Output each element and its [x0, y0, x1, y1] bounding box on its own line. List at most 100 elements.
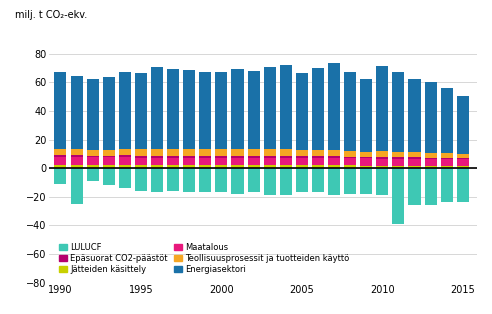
Bar: [344, 151, 356, 157]
Bar: [360, 157, 372, 159]
Bar: [103, 168, 115, 185]
Bar: [215, 156, 227, 158]
Bar: [87, 79, 99, 150]
Bar: [215, 72, 227, 149]
Bar: [247, 149, 260, 156]
Bar: [103, 150, 115, 155]
Bar: [328, 165, 340, 168]
Bar: [296, 158, 308, 165]
Bar: [264, 168, 276, 195]
Bar: [183, 165, 195, 168]
Bar: [392, 166, 404, 168]
Bar: [425, 159, 436, 166]
Bar: [55, 72, 66, 149]
Bar: [457, 154, 469, 158]
Bar: [344, 158, 356, 165]
Bar: [103, 157, 115, 165]
Bar: [103, 165, 115, 168]
Bar: [280, 149, 292, 156]
Bar: [183, 70, 195, 149]
Bar: [215, 165, 227, 168]
Bar: [199, 165, 212, 168]
Bar: [167, 69, 179, 149]
Bar: [376, 166, 388, 168]
Bar: [425, 158, 436, 159]
Bar: [151, 155, 163, 158]
Bar: [70, 76, 83, 149]
Bar: [151, 158, 163, 165]
Bar: [425, 153, 436, 158]
Bar: [87, 157, 99, 165]
Bar: [360, 168, 372, 194]
Bar: [199, 149, 212, 156]
Bar: [408, 159, 421, 166]
Bar: [441, 166, 453, 168]
Bar: [167, 158, 179, 165]
Bar: [183, 158, 195, 165]
Bar: [70, 157, 83, 165]
Bar: [199, 158, 212, 165]
Bar: [264, 67, 276, 149]
Bar: [70, 168, 83, 204]
Bar: [183, 155, 195, 158]
Bar: [103, 77, 115, 150]
Text: milj. t CO₂-ekv.: milj. t CO₂-ekv.: [15, 10, 87, 20]
Bar: [441, 88, 453, 153]
Bar: [360, 152, 372, 157]
Bar: [376, 66, 388, 151]
Bar: [103, 155, 115, 157]
Bar: [55, 155, 66, 157]
Bar: [296, 73, 308, 150]
Bar: [135, 155, 147, 158]
Bar: [344, 168, 356, 194]
Bar: [264, 149, 276, 156]
Bar: [280, 168, 292, 195]
Bar: [231, 69, 244, 149]
Bar: [392, 72, 404, 152]
Bar: [457, 160, 469, 166]
Bar: [408, 78, 421, 152]
Bar: [231, 149, 244, 156]
Bar: [70, 155, 83, 157]
Bar: [199, 73, 212, 149]
Bar: [360, 159, 372, 165]
Bar: [312, 150, 324, 156]
Bar: [408, 166, 421, 168]
Bar: [247, 165, 260, 168]
Bar: [119, 157, 131, 165]
Bar: [247, 71, 260, 149]
Bar: [344, 165, 356, 168]
Bar: [296, 150, 308, 156]
Bar: [392, 168, 404, 224]
Bar: [280, 158, 292, 165]
Bar: [167, 149, 179, 155]
Bar: [167, 168, 179, 191]
Bar: [280, 65, 292, 149]
Bar: [55, 165, 66, 168]
Bar: [312, 158, 324, 165]
Bar: [87, 168, 99, 181]
Bar: [231, 165, 244, 168]
Bar: [183, 149, 195, 155]
Bar: [119, 73, 131, 149]
Bar: [328, 158, 340, 165]
Bar: [231, 168, 244, 194]
Bar: [55, 168, 66, 184]
Bar: [215, 149, 227, 156]
Bar: [135, 165, 147, 168]
Bar: [247, 168, 260, 192]
Bar: [328, 150, 340, 156]
Bar: [280, 165, 292, 168]
Bar: [247, 156, 260, 158]
Bar: [183, 168, 195, 192]
Bar: [231, 158, 244, 165]
Bar: [55, 157, 66, 165]
Bar: [408, 152, 421, 157]
Bar: [167, 165, 179, 168]
Bar: [457, 166, 469, 168]
Bar: [425, 82, 436, 153]
Bar: [135, 73, 147, 149]
Bar: [280, 156, 292, 158]
Bar: [457, 96, 469, 154]
Bar: [328, 168, 340, 195]
